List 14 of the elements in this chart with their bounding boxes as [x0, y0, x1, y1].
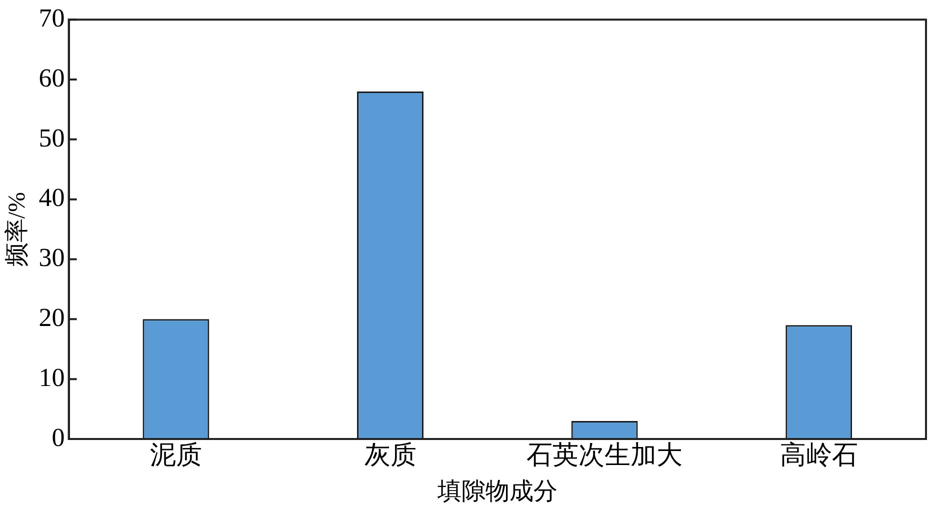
x-tick-label: 高岭石: [780, 440, 858, 470]
y-tick-label: 50: [38, 123, 65, 152]
y-tick-label: 30: [38, 243, 65, 272]
y-tick-label: 0: [52, 422, 65, 452]
x-tick-label: 泥质: [150, 440, 202, 470]
y-tick-label: 40: [38, 183, 65, 212]
x-tick-label: 灰质: [364, 440, 416, 470]
y-axis-title: 频率/%: [4, 192, 31, 267]
x-axis-title: 填隙物成分: [436, 478, 558, 505]
y-tick-label: 70: [38, 3, 65, 32]
y-tick-label: 20: [38, 303, 65, 332]
y-tick-label: 60: [38, 63, 65, 92]
y-tick-label: 10: [38, 362, 65, 392]
x-tick-label: 石英次生加大: [526, 440, 683, 470]
